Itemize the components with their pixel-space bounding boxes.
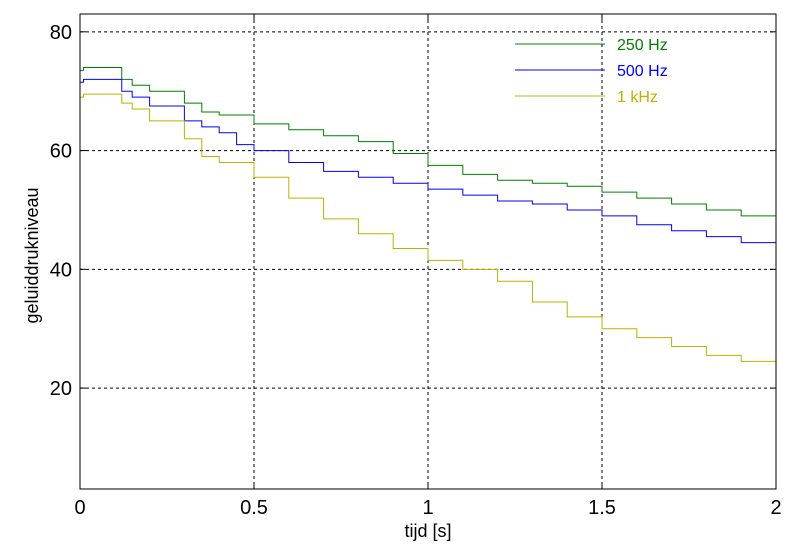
- series-line-500-hz: [80, 78, 777, 249]
- series-layer: [80, 66, 777, 368]
- y-tick-label: 40: [50, 259, 72, 281]
- series-line-250-hz: [80, 66, 777, 222]
- legend-entry-label: 250 Hz: [617, 37, 668, 54]
- y-axis-label: geluiddrukniveau: [22, 187, 42, 323]
- x-axis-label: tijd [s]: [404, 521, 451, 541]
- grid-lines: [80, 14, 776, 489]
- series-line-1-khz: [80, 93, 777, 368]
- x-tick-label: 2: [770, 497, 781, 519]
- x-tick-label: 1.5: [588, 497, 616, 519]
- x-tick-label: 1: [422, 497, 433, 519]
- y-tick-label: 80: [50, 22, 72, 44]
- y-tick-label: 60: [50, 141, 72, 163]
- legend-entry-label: 500 Hz: [617, 63, 668, 80]
- x-tick-label: 0: [74, 497, 85, 519]
- x-tick-label: 0.5: [240, 497, 268, 519]
- y-tick-label: 20: [50, 378, 72, 400]
- legend: 250 Hz 500 Hz 1 kHz: [515, 37, 668, 106]
- legend-entry-label: 1 kHz: [617, 89, 658, 106]
- axis-ticks: 0 0.5 1 1.5 2 20 40 60 80: [50, 14, 782, 519]
